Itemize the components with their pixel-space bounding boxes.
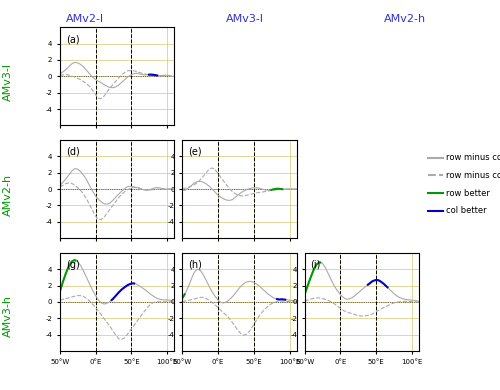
Text: AMv3-l: AMv3-l xyxy=(2,63,12,101)
Text: (i): (i) xyxy=(310,260,321,270)
Text: (a): (a) xyxy=(66,34,80,44)
Text: AMv2-l: AMv2-l xyxy=(66,14,104,24)
Text: (h): (h) xyxy=(188,260,202,270)
Text: row minus col (DJF): row minus col (DJF) xyxy=(446,153,500,162)
Text: (e): (e) xyxy=(188,147,202,157)
Text: AMv2-h: AMv2-h xyxy=(2,174,12,216)
Text: row minus col (MAM): row minus col (MAM) xyxy=(446,171,500,180)
Text: row better: row better xyxy=(446,189,490,198)
Text: (d): (d) xyxy=(66,147,80,157)
Text: AMv2-h: AMv2-h xyxy=(384,14,426,24)
Text: (g): (g) xyxy=(66,260,80,270)
Text: AMv3-h: AMv3-h xyxy=(2,295,12,337)
Text: col better: col better xyxy=(446,206,486,215)
Text: AMv3-l: AMv3-l xyxy=(226,14,264,24)
